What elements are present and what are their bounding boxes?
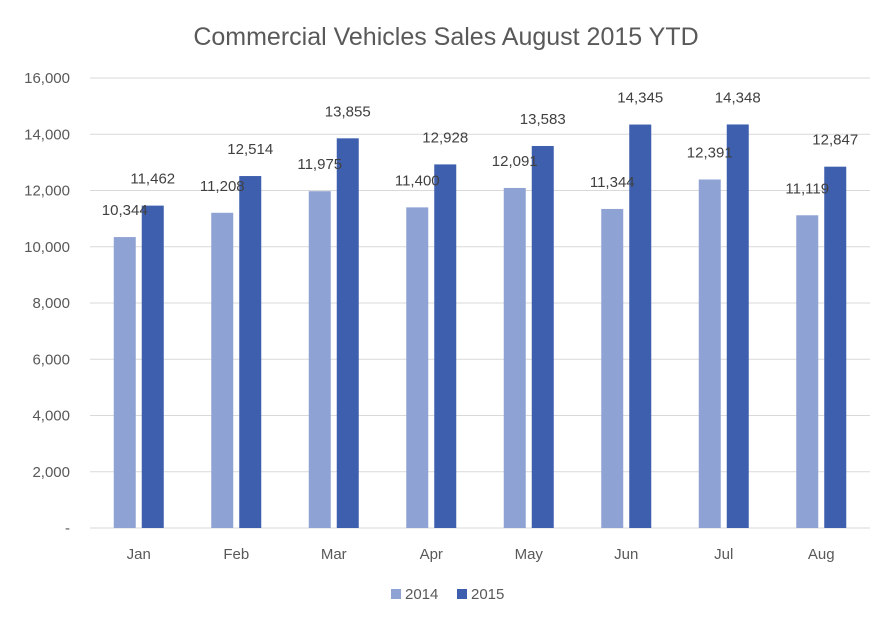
- bar-2015-Feb: [239, 176, 262, 528]
- data-label: 12,514: [227, 141, 273, 158]
- legend-label: 2014: [405, 586, 438, 603]
- x-tick-label: Jan: [127, 546, 151, 563]
- x-tick-label: Mar: [321, 546, 347, 563]
- data-label: 11,975: [297, 156, 342, 173]
- legend-label: 2015: [471, 586, 504, 603]
- chart-title: Commercial Vehicles Sales August 2015 YT…: [193, 23, 698, 51]
- x-axis: Jan Feb Mar Apr May Jun Jul Aug: [127, 546, 835, 563]
- data-label: 13,855: [325, 103, 371, 120]
- data-label: 14,345: [617, 90, 663, 107]
- data-labels: 10,344 11,462 11,208 12,514 11,975 13,855 11,4…: [102, 89, 858, 219]
- bar-2014-Aug: [796, 215, 819, 528]
- data-label: 13,583: [520, 111, 566, 128]
- data-label: 12,091: [492, 153, 538, 170]
- data-label: 11,119: [785, 180, 829, 197]
- x-tick-label: Jun: [614, 546, 638, 563]
- x-tick-label: Apr: [420, 546, 443, 563]
- data-label: 12,391: [687, 145, 733, 162]
- bar-2015-May: [531, 145, 554, 528]
- x-tick-label: Jul: [714, 546, 733, 563]
- y-tick-label: 14,000: [24, 126, 70, 143]
- x-tick-label: Aug: [808, 546, 835, 563]
- bar-2015-Jun: [629, 124, 652, 528]
- gridlines: [90, 77, 870, 529]
- legend: 2014 2015: [391, 586, 504, 603]
- y-tick-label: 16,000: [24, 70, 70, 87]
- y-axis: - 2,000 4,000 6,000 8,000 10,000 12,000 14,000 1…: [24, 70, 70, 537]
- bar-2015-Apr: [434, 164, 457, 528]
- data-label: 12,928: [422, 129, 468, 146]
- y-tick-label: 6,000: [32, 351, 70, 368]
- bar-2014-Jan: [113, 237, 136, 528]
- bar-2014-Mar: [308, 191, 331, 528]
- bars: [113, 124, 847, 529]
- bar-2014-Jul: [698, 179, 721, 529]
- y-tick-label: 12,000: [24, 183, 70, 200]
- data-label: 10,344: [102, 202, 148, 219]
- bar-2015-Jul: [726, 124, 749, 529]
- bar-2014-Feb: [211, 212, 234, 528]
- bar-2014-May: [503, 187, 526, 529]
- data-label: 11,344: [590, 174, 635, 191]
- bar-2015-Jan: [141, 205, 164, 528]
- bar-2015-Mar: [336, 138, 359, 528]
- x-tick-label: May: [515, 546, 544, 563]
- data-label: 11,208: [200, 178, 245, 195]
- data-label: 14,348: [715, 89, 761, 106]
- y-tick-label: -: [65, 520, 70, 537]
- y-tick-label: 10,000: [24, 239, 70, 256]
- y-tick-label: 2,000: [32, 464, 70, 481]
- y-tick-label: 4,000: [32, 408, 70, 425]
- legend-swatch-2015: [457, 589, 467, 599]
- bar-2014-Jun: [601, 208, 624, 528]
- x-tick-label: Feb: [223, 546, 249, 563]
- y-tick-label: 8,000: [32, 295, 70, 312]
- data-label: 11,400: [395, 172, 440, 189]
- data-label: 12,847: [812, 132, 858, 149]
- bar-2015-Aug: [824, 166, 847, 528]
- legend-swatch-2014: [391, 589, 401, 599]
- data-label: 11,462: [130, 171, 175, 188]
- bar-2014-Apr: [406, 207, 429, 528]
